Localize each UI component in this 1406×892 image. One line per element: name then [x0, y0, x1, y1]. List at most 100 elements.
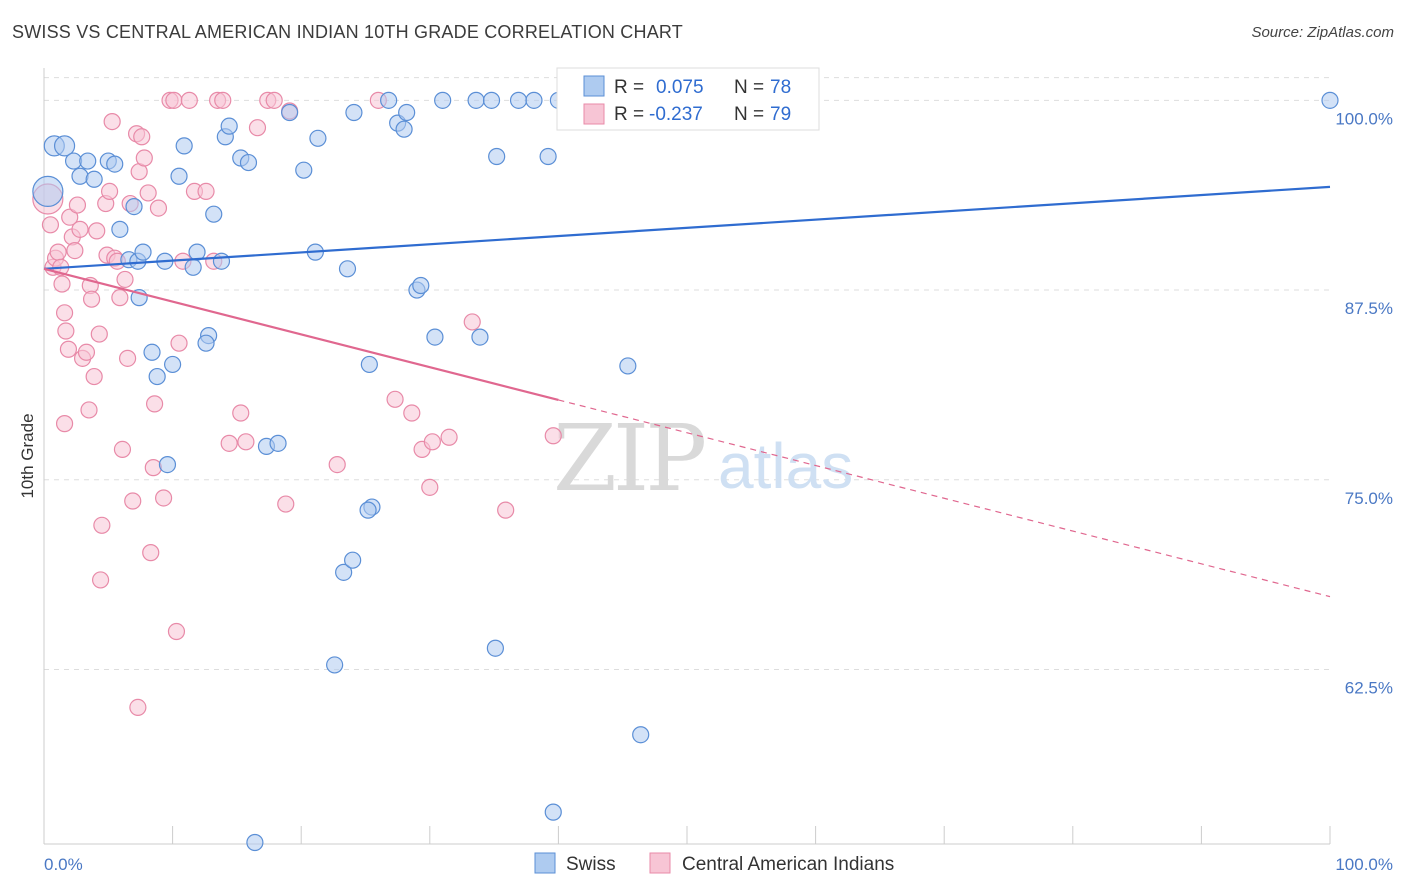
swiss-point	[525, 91, 543, 109]
cai-point	[144, 459, 162, 477]
swiss-point	[360, 355, 378, 374]
cai-point	[61, 208, 79, 226]
trend-lines	[43, 185, 1331, 598]
swiss-point	[134, 243, 152, 261]
x-tick-label-max: 100.0%	[1335, 855, 1393, 874]
swiss-point	[482, 91, 501, 109]
swiss-point	[632, 726, 650, 744]
cai-point	[167, 622, 186, 641]
cai-point	[80, 401, 98, 419]
cai-point	[403, 404, 421, 422]
swiss-point	[281, 103, 299, 122]
legend-r-label-swiss: R =	[614, 77, 644, 98]
cai-point	[55, 304, 74, 322]
cai-point	[100, 182, 119, 201]
cai-point	[77, 343, 96, 361]
cai-point	[421, 478, 439, 496]
swiss-point	[184, 258, 202, 276]
swiss-point	[467, 91, 485, 109]
legend-r-value-cai: -0.237	[649, 104, 703, 125]
swiss-point	[359, 501, 377, 519]
cai-point	[85, 367, 103, 386]
swiss-point	[32, 175, 64, 208]
bottom-legend-label-cai: Central American Indians	[682, 854, 894, 875]
swiss-point	[175, 137, 193, 155]
source-credit: Source: ZipAtlas.com	[1251, 24, 1394, 41]
swiss-point	[426, 328, 444, 346]
cai-point	[59, 340, 78, 358]
cai-point	[49, 243, 67, 261]
cai-point	[220, 434, 238, 452]
swiss-point	[1321, 91, 1339, 109]
swiss-point	[53, 135, 76, 157]
swiss-point	[71, 167, 89, 185]
swiss-point	[398, 103, 416, 122]
cai-point	[237, 433, 255, 451]
cai-point	[113, 440, 132, 459]
cai-point	[118, 349, 137, 367]
cai-point	[139, 184, 157, 202]
swiss-point	[246, 833, 264, 852]
cai-point	[71, 220, 89, 238]
cai-point	[277, 495, 295, 513]
cai-point	[91, 571, 110, 589]
watermark: ZIP atlas	[553, 405, 853, 512]
swiss-point	[344, 551, 362, 569]
chart-title: SWISS VS CENTRAL AMERICAN INDIAN 10TH GR…	[12, 22, 683, 42]
swiss-point	[309, 129, 327, 147]
series-legend: Swiss Central American Indians	[534, 852, 894, 875]
swiss-point	[544, 803, 562, 821]
cai-point	[170, 334, 188, 352]
swiss-point	[380, 91, 398, 109]
swiss-point	[471, 328, 489, 346]
legend-n-label-swiss: N =	[734, 77, 764, 98]
swiss-point	[205, 205, 223, 223]
cai-point	[53, 275, 71, 293]
stats-legend: R = 0.075 N = 78 R = -0.237 N = 79	[556, 67, 820, 131]
y-tick-labels: 62.5% 75.0% 87.5% 100.0%	[1335, 109, 1393, 697]
cai-point	[116, 270, 134, 289]
swiss-point	[345, 103, 363, 122]
legend-r-label-cai: R =	[614, 104, 644, 125]
cai-point	[41, 216, 60, 234]
legend-swatch-central-american-indians	[583, 103, 605, 125]
x-tick-label-min: 0.0%	[44, 855, 83, 874]
legend-n-label-cai: N =	[734, 104, 764, 125]
swiss-point	[158, 455, 177, 474]
cai-point	[214, 91, 232, 109]
cai-point	[88, 222, 106, 240]
swiss-point	[488, 147, 506, 166]
swiss-point	[326, 656, 344, 674]
swiss-point	[79, 152, 97, 170]
cai-point	[145, 395, 164, 413]
cai-point	[423, 433, 441, 451]
swiss-point	[170, 167, 188, 185]
y-tick-label: 87.5%	[1345, 299, 1393, 318]
watermark-atlas: atlas	[718, 430, 853, 502]
bottom-legend-swatch-central-american-indians	[649, 852, 671, 874]
y-axis-label: 10th Grade	[18, 413, 37, 498]
swiss-point	[434, 91, 452, 109]
swiss-point	[197, 334, 215, 352]
swiss-point	[619, 357, 637, 375]
swiss-point	[148, 367, 166, 386]
swiss-point	[143, 343, 161, 361]
swiss-point	[106, 155, 124, 173]
swiss-point	[395, 120, 413, 138]
grid-lines	[44, 77, 1330, 670]
cai-point	[180, 91, 198, 109]
y-tick-label: 75.0%	[1345, 489, 1393, 508]
cai-point	[328, 455, 346, 474]
cai-point	[55, 415, 74, 433]
cai-point	[248, 119, 267, 137]
swiss-point	[220, 117, 238, 135]
cai-point	[93, 516, 111, 534]
watermark-zip: ZIP	[553, 405, 704, 512]
cai-point	[111, 289, 129, 307]
swiss-point	[85, 170, 103, 188]
y-tick-label: 100.0%	[1335, 109, 1393, 128]
x-ticks	[43, 826, 1331, 844]
cai-point	[463, 313, 481, 331]
y-tick-label: 62.5%	[1345, 678, 1393, 697]
